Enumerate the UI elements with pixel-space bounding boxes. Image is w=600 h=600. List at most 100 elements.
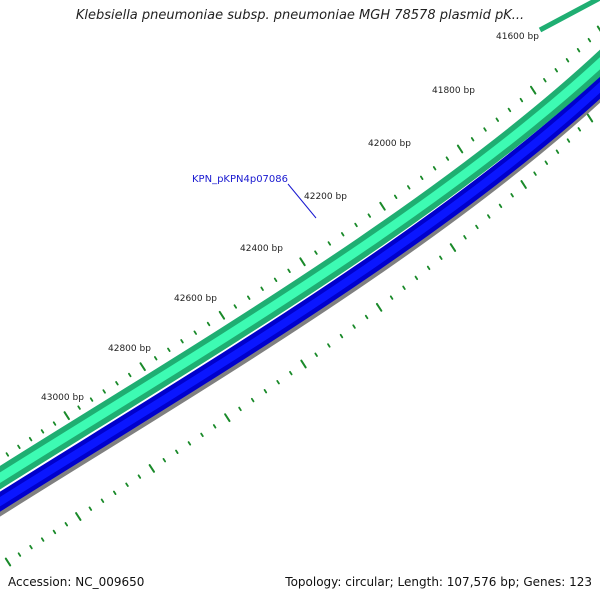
inner-dot [17, 552, 22, 557]
inner-dot [289, 370, 293, 376]
inner-dot-row [4, 113, 594, 567]
outer-dot [299, 257, 306, 267]
inner-dot [175, 449, 179, 454]
outer-dot [554, 68, 558, 73]
outer-dot [287, 268, 291, 273]
outer-dot [193, 330, 197, 335]
outer-dot [340, 232, 345, 237]
tick-label: 42400 bp [240, 244, 283, 254]
gene-label: KPN_pKPN4p07086 [192, 174, 288, 185]
inner-dot [88, 506, 93, 511]
tick-label: 42600 bp [174, 294, 217, 304]
inner-dot [125, 482, 129, 487]
tick-label: 43000 bp [41, 393, 84, 403]
outer-dot [180, 339, 184, 344]
outer-dot [470, 137, 475, 142]
inner-dot [212, 424, 217, 429]
map-title: Klebsiella pneumoniae subsp. pneumoniae … [75, 8, 525, 23]
inner-dot [300, 359, 307, 369]
outer-dot [367, 213, 372, 218]
inner-dot [29, 544, 33, 550]
backbone-ring [0, 95, 600, 517]
outer-dot [153, 356, 158, 361]
outer-dot [407, 185, 411, 190]
outer-dot [456, 144, 464, 154]
inner-dot [263, 389, 268, 394]
outer-dot [218, 310, 226, 320]
inner-dot [449, 243, 457, 252]
outer-dot [519, 97, 524, 103]
inner-dot [40, 537, 45, 542]
inner-dot [375, 302, 383, 312]
outer-dot [233, 304, 238, 309]
inner-dot [586, 113, 594, 123]
inner-dot [439, 255, 443, 260]
inner-dot [250, 397, 255, 403]
inner-dot [577, 127, 582, 132]
outer-dot [128, 372, 132, 378]
outer-dot [260, 286, 264, 291]
inner-dot [520, 180, 527, 189]
outer-dot [327, 241, 332, 246]
forward-strand-ring-highlight [0, 57, 600, 484]
inner-dot [389, 295, 394, 300]
inner-dot [238, 406, 242, 412]
outer-dot [419, 175, 424, 180]
inner-dot [426, 265, 431, 271]
inner-dot [327, 343, 331, 348]
outer-dot [576, 48, 581, 53]
outer-dot [28, 436, 33, 442]
inner-dot [487, 214, 491, 219]
inner-dot [4, 557, 12, 567]
outer-dot-row [5, 25, 600, 457]
inner-dot [162, 457, 167, 463]
outer-dot [52, 421, 57, 426]
inner-dot [364, 314, 369, 320]
tick-label: 42800 bp [108, 344, 151, 354]
inner-dot [314, 352, 318, 357]
outer-dot [596, 25, 600, 32]
inner-dot [75, 512, 82, 521]
outer-dot [5, 452, 10, 457]
outer-dot [483, 127, 487, 132]
outer-dot [17, 444, 21, 450]
outer-dot [206, 321, 211, 327]
inner-dot [100, 498, 105, 503]
inner-dot [64, 522, 69, 527]
outer-dot [115, 381, 119, 386]
outer-dot [246, 295, 251, 300]
inner-dot [113, 490, 117, 495]
outer-dot [273, 277, 278, 283]
tick-labels: 41600 bp 41800 bp 42000 bp 42200 bp 42400 bp… [41, 32, 539, 403]
reverse-strand-ring-highlight [0, 81, 600, 507]
summary-text: Topology: circular; Length: 107,576 bp; … [285, 575, 592, 589]
inner-dot [566, 138, 571, 143]
inner-dot [555, 149, 560, 154]
outer-dot [379, 201, 386, 211]
tick-label: 42000 bp [368, 139, 411, 149]
accession-text: Accession: NC_009650 [8, 575, 145, 589]
inner-dot [200, 432, 204, 438]
outer-dot [393, 194, 398, 199]
tick-label: 41800 bp [432, 86, 475, 96]
outer-dot [507, 107, 512, 113]
inner-dot [187, 441, 192, 446]
tick-label: 41600 bp [496, 32, 539, 42]
inner-dot [52, 529, 57, 535]
outer-dot [565, 58, 570, 63]
outer-dot [529, 85, 537, 95]
gene-label-leader [287, 183, 317, 219]
outer-dot [543, 78, 547, 83]
outer-feature-arc [538, 0, 600, 33]
tick-label: 42200 bp [304, 192, 347, 202]
outer-dot [432, 166, 437, 171]
outer-dot [89, 397, 94, 402]
outer-dot [495, 117, 500, 122]
inner-dot [339, 333, 344, 339]
inner-dot [352, 324, 356, 329]
outer-dot [314, 250, 318, 255]
outer-dot [102, 389, 106, 394]
inner-dot [533, 171, 537, 176]
outer-dot [139, 362, 146, 372]
